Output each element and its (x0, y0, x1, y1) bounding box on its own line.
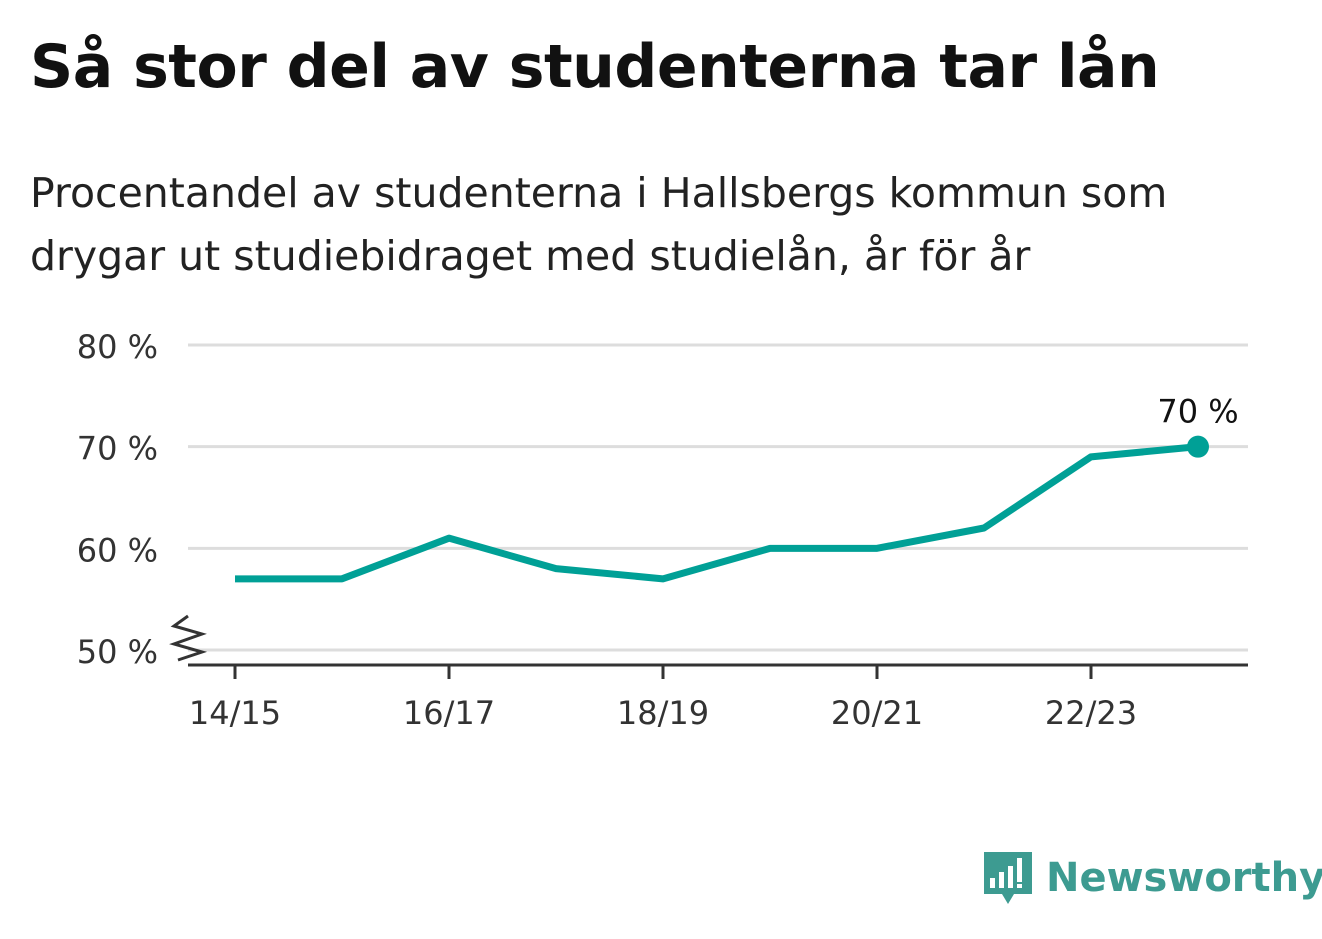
y-tick-label: 50 % (77, 633, 158, 671)
grid-lines (188, 343, 1248, 652)
newsworthy-brand: Newsworthy (980, 848, 1322, 908)
x-tick-label: 18/19 (617, 694, 709, 732)
last-data-point (1187, 435, 1209, 458)
x-tick-label: 22/23 (1045, 694, 1137, 732)
y-tick-label: 60 % (77, 531, 158, 569)
last-point-label: 70 % (1157, 393, 1238, 431)
y-tick-label: 80 % (77, 328, 158, 366)
y-axis-tick-labels: 50 % 60 % 70 % 80 % (77, 328, 158, 671)
x-axis (169, 614, 1248, 679)
x-tick-label: 16/17 (403, 694, 495, 732)
chart-subtitle: Procentandel av studenterna i Hallsbergs… (30, 169, 1168, 280)
x-tick-label: 20/21 (831, 694, 923, 732)
chart-title: Så stor del av studenterna tar lån (30, 32, 1160, 102)
x-axis-tick-labels: 14/15 16/17 18/19 20/21 22/23 (189, 694, 1137, 732)
y-tick-label: 70 % (77, 430, 158, 468)
series-line (235, 443, 1199, 583)
line-chart: 50 % 60 % 70 % 80 % 14/15 16/17 18/19 20/21 22/… (77, 328, 1248, 732)
brand-name: Newsworthy (1046, 855, 1322, 901)
axis-break-mark (169, 614, 208, 662)
chart-bubble-logo-icon (984, 852, 1032, 904)
x-tick-label: 14/15 (189, 694, 281, 732)
series: 70 % (235, 393, 1239, 583)
